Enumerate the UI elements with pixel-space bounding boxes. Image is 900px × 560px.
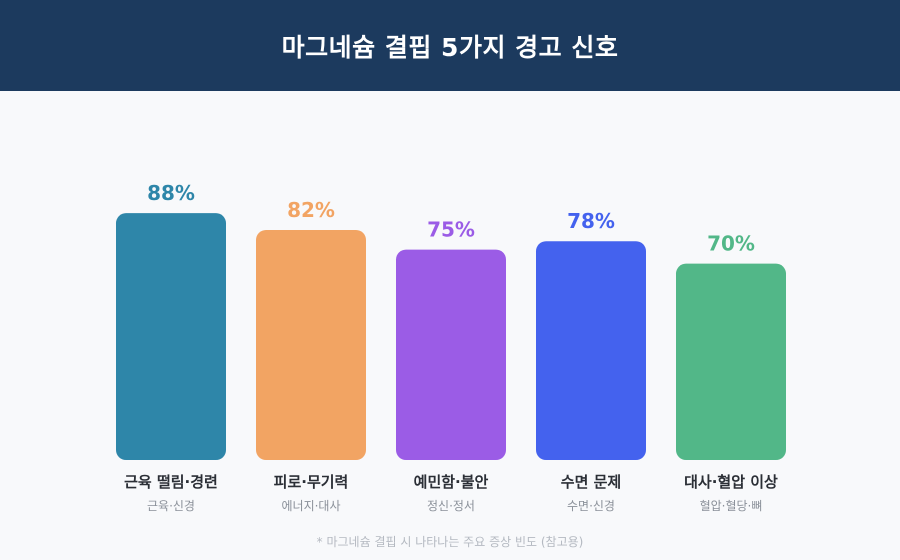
value-label-4: 78% [567,209,615,233]
category-label-2: 피로·무기력 [274,473,349,491]
category-sublabel-2: 에너지·대사 [281,499,340,513]
value-label-5: 70% [707,232,755,256]
footnote: * 마그네슘 결핍 시 나타나는 주요 증상 빈도 (참고용) [316,535,584,549]
value-label-1: 88% [147,181,195,205]
page-title: 마그네슘 결핍 5가지 경고 신호 [281,32,619,62]
bar-4 [536,241,646,460]
category-sublabel-4: 수면·신경 [567,499,615,513]
category-label-1: 근육 떨림·경련 [124,473,218,491]
category-label-5: 대사·혈압 이상 [684,473,778,491]
value-label-3: 75% [427,218,475,242]
bar-5 [676,263,786,460]
bar-3 [396,249,506,460]
bar-2 [256,229,366,460]
header-bar: 마그네슘 결핍 5가지 경고 신호 [0,0,900,91]
value-label-2: 82% [287,198,335,222]
category-sublabel-1: 근육·신경 [147,499,195,513]
category-label-3: 예민함·불안 [414,473,489,491]
bar-1 [116,213,226,460]
category-sublabel-5: 혈압·혈당·뼈 [700,499,763,513]
category-label-4: 수면 문제 [561,473,621,491]
category-sublabel-3: 정신·정서 [427,499,475,513]
